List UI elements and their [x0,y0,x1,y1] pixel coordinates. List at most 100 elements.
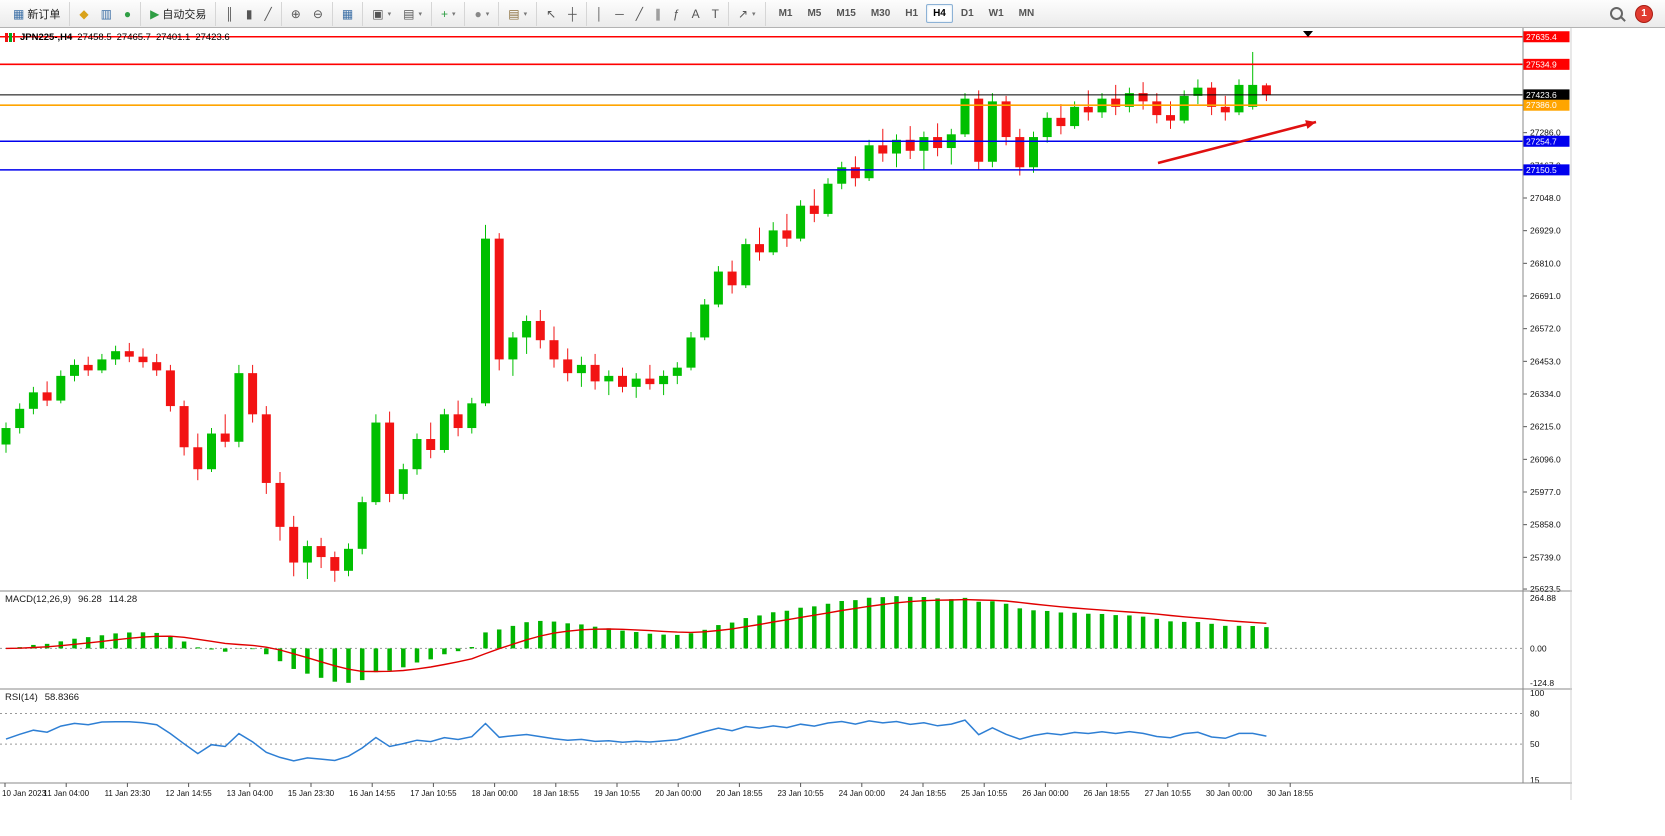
time-axis-label: 20 Jan 00:00 [655,789,702,798]
autotrading-icon: ▶ [150,6,160,21]
price-axis-label: 27286.0 [1530,128,1561,138]
macd-scale-label: 0.00 [1530,643,1547,653]
time-axis-label: 18 Jan 18:55 [533,789,580,798]
price-line-label: 27635.4 [1526,32,1557,42]
periods-button[interactable]: ● ▾ [469,5,494,23]
search-button[interactable] [1607,5,1625,23]
charts-button[interactable]: ◆ [74,5,93,23]
fibonacci-icon: ƒ [672,6,680,21]
toolbar-group: │ ─ ╱ ∥ ƒ A T [587,1,729,26]
timeframe-h1[interactable]: H1 [905,8,919,19]
line-chart-button[interactable]: ╱ [260,5,277,23]
arrows-icon: ↗ [737,6,749,21]
price-axis-label: 26691.0 [1530,291,1561,301]
price-axis-label: 26929.0 [1530,226,1561,236]
ohlc-open: 27458.5 [77,32,112,43]
timeframe-h4[interactable]: H4 [926,4,953,23]
timeframe-m15[interactable]: M15 [836,8,856,19]
candlestick-chart-button[interactable]: ▮ [241,5,258,23]
trendline-button[interactable]: ╱ [631,5,648,23]
timeframe-m1[interactable]: M1 [778,8,793,19]
chevron-down-icon: ▾ [387,10,392,18]
autotrading-button[interactable]: ▶ 自动交易 [145,3,211,25]
time-axis-label: 10 Jan 2023 [2,789,47,798]
rsi-scale-label: 15 [1530,775,1540,785]
toolbar-right: 1 [1607,4,1661,23]
periods-icon: ● [474,6,482,21]
trend-arrow[interactable] [1157,120,1317,165]
time-axis-label: 12 Jan 14:55 [165,789,212,798]
new-chart-icon: ▣ [372,6,384,21]
price-axis-label: 25739.0 [1530,552,1561,562]
channel-icon: ∥ [654,6,661,21]
navigator-button[interactable]: ● [119,5,136,23]
time-axis-label: 11 Jan 04:00 [43,789,89,798]
time-axis-label: 26 Jan 18:55 [1083,789,1130,798]
toolbar-group: ↗ ▾ [729,1,766,26]
ohlc-close: 27423.6 [195,32,230,43]
horizontal-line-button[interactable]: ─ [610,5,629,23]
crosshair-button[interactable]: ┼ [563,5,582,23]
text-button[interactable]: A [687,5,705,23]
candlestick-chart-icon: ▮ [245,6,253,21]
macd-scale-label: 264.88 [1530,593,1556,603]
price-axis-label: 26810.0 [1530,258,1561,268]
price-axis-label: 25858.0 [1530,520,1561,530]
time-axis-label: 19 Jan 10:55 [594,789,641,798]
macd-value: 96.28 [78,594,102,605]
timeframe-mn[interactable]: MN [1018,8,1035,19]
hlines-layer: 27635.427534.927423.627386.027254.727150… [0,31,1570,176]
charts-icon: ◆ [79,6,89,21]
new-order-button[interactable]: ▦ 新订单 [8,3,65,25]
chart-shift-marker[interactable] [1303,31,1313,37]
market-watch-button[interactable]: ▥ [96,5,117,23]
macd-signal-value: 114.28 [108,594,138,605]
price-axis-label: 26215.0 [1530,422,1561,432]
fibonacci-button[interactable]: ƒ [668,5,685,23]
vertical-line-button[interactable]: │ [591,5,609,23]
time-axis-label: 20 Jan 18:55 [716,789,763,798]
cursor-button[interactable]: ↖ [541,5,561,23]
toolbar-group: ↖ ┼ [537,1,587,26]
new-order-icon: ▦ [13,6,25,21]
zoom-out-button[interactable]: ⊖ [308,5,328,23]
templates-button[interactable]: ▤ ▾ [503,5,532,23]
ohlc-high: 27465.7 [116,32,151,43]
bar-chart-button[interactable]: ║ [220,5,239,23]
autotrading-label: 自动交易 [162,8,207,21]
zoom-in-button[interactable]: ⊕ [286,5,306,23]
timeframe-m5[interactable]: M5 [807,8,822,19]
rsi-value: 58.8366 [44,692,80,703]
price-axis-label: 27048.0 [1530,193,1561,203]
time-axis-label: 16 Jan 14:55 [349,789,396,798]
notification-badge[interactable]: 1 [1635,4,1653,23]
market-watch-icon: ▥ [100,6,112,21]
timeframe-d1[interactable]: D1 [960,8,974,19]
chart-canvas[interactable]: 27286.027167.027048.026929.026810.026691… [0,28,1572,800]
new-chart-button[interactable]: ▣ ▾ [367,5,396,23]
profiles-button[interactable]: ▤ ▾ [398,5,427,23]
channel-button[interactable]: ∥ [650,5,666,23]
chart-window: 27286.027167.027048.026929.026810.026691… [0,28,1572,800]
toolbar-group: ▤ ▾ [499,1,538,26]
toolbar: ▦ 新订单 ◆ ▥ ● ▶ 自动交易 ║ ▮ ╱ ⊕ ⊖ ▦ ▣ ▾ ▤ ▾ + ▾ ● ▾ ▤ ▾ ↖ ┼ │ ─ ╱ ∥ ƒ A T ↗ ▾ … [0,0,1665,28]
toolbar-group: ▦ 新订单 [4,1,71,26]
tile-windows-button[interactable]: ▦ [337,5,358,23]
search-icon [1609,7,1623,20]
rsi-name: RSI(14) [5,692,38,703]
arrows-button[interactable]: ↗ ▾ [733,5,761,23]
trendline-icon: ╱ [635,6,643,21]
new-order-label: 新订单 [27,8,61,21]
toolbar-group: ⊕ ⊖ [282,1,333,26]
chevron-down-icon: ▾ [485,10,490,18]
text-label-button[interactable]: T [707,5,724,23]
timeframe-m30[interactable]: M30 [870,8,891,19]
price-axis-label: 25977.0 [1530,487,1561,497]
timeframe-w1[interactable]: W1 [988,8,1004,19]
price-line-label: 27150.5 [1526,165,1557,175]
indicators-button[interactable]: + ▾ [436,5,461,23]
trend-arrow-head [1305,120,1316,129]
time-axis-label: 17 Jan 10:55 [410,789,457,798]
chart-icon [5,33,15,42]
